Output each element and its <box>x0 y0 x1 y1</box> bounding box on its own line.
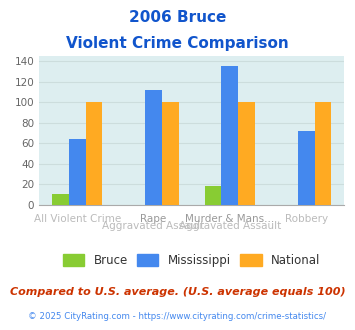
Text: Murder & Mans...: Murder & Mans... <box>185 214 274 224</box>
Text: Violent Crime Comparison: Violent Crime Comparison <box>66 36 289 51</box>
Bar <box>315 102 331 205</box>
Text: Rape: Rape <box>141 214 166 224</box>
Bar <box>205 186 222 205</box>
Bar <box>238 102 255 205</box>
Text: Aggravated Assault: Aggravated Assault <box>102 221 205 231</box>
Bar <box>52 194 69 205</box>
Bar <box>298 131 315 205</box>
Text: Compared to U.S. average. (U.S. average equals 100): Compared to U.S. average. (U.S. average … <box>10 287 345 297</box>
Bar <box>86 102 102 205</box>
Legend: Bruce, Mississippi, National: Bruce, Mississippi, National <box>57 248 327 273</box>
Bar <box>69 139 86 205</box>
Bar <box>222 66 238 205</box>
Text: © 2025 CityRating.com - https://www.cityrating.com/crime-statistics/: © 2025 CityRating.com - https://www.city… <box>28 312 327 321</box>
Text: 2006 Bruce: 2006 Bruce <box>129 10 226 25</box>
Bar <box>162 102 179 205</box>
Text: Robbery: Robbery <box>285 214 328 224</box>
Bar <box>145 90 162 205</box>
Text: All Violent Crime: All Violent Crime <box>34 214 121 224</box>
Text: Aggravated Assault: Aggravated Assault <box>179 221 281 231</box>
